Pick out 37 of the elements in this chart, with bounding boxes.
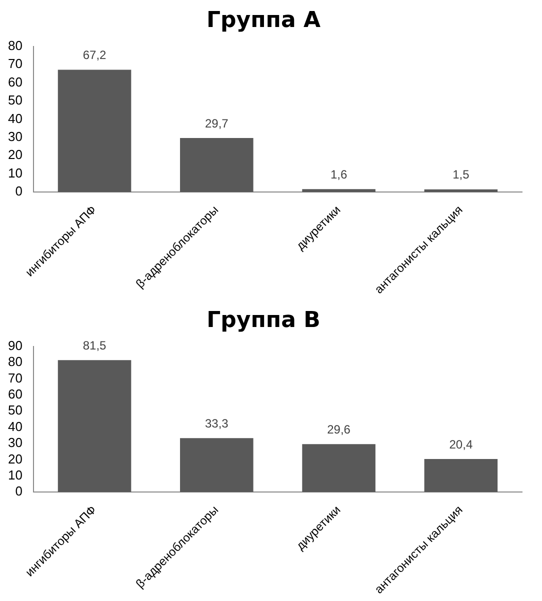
y-tick-label: 40 [8, 110, 22, 126]
data-label: 1,5 [452, 168, 470, 182]
y-tick-label: 40 [8, 418, 22, 434]
bar [180, 138, 254, 192]
y-tick-label: 80 [8, 354, 22, 370]
y-tick-label: 30 [8, 129, 22, 144]
y-tick-label: 60 [8, 74, 22, 90]
chart-title: Группа В [206, 308, 320, 333]
y-tick-label: 50 [8, 402, 22, 418]
bar [424, 189, 498, 192]
data-label: 1,6 [330, 167, 348, 182]
data-label: 20,4 [449, 437, 473, 452]
y-tick-label: 0 [15, 184, 22, 199]
data-label: 29,7 [204, 116, 229, 130]
y-tick-label: 20 [8, 451, 22, 466]
y-tick-label: 50 [8, 92, 22, 108]
y-tick-label: 10 [8, 467, 22, 482]
y-tick-label: 80 [8, 38, 22, 53]
bar [180, 438, 254, 492]
data-label: 81,5 [82, 338, 107, 352]
chart-title: Группа А [206, 8, 321, 33]
data-label: 29,6 [327, 422, 351, 436]
y-tick-label: 70 [8, 370, 22, 386]
y-tick-label: 90 [8, 338, 22, 353]
bar [424, 459, 498, 492]
y-tick-label: 10 [8, 165, 22, 180]
data-label: 67,2 [82, 48, 107, 62]
y-tick-label: 0 [15, 484, 22, 499]
bar [302, 444, 376, 492]
bar [58, 70, 132, 192]
y-tick-label: 60 [8, 386, 22, 402]
data-label: 33,3 [204, 416, 229, 430]
bar [302, 189, 376, 192]
bar [58, 360, 132, 492]
y-tick-label: 20 [8, 147, 22, 162]
y-tick-label: 70 [8, 56, 22, 72]
y-tick-label: 30 [8, 435, 22, 450]
